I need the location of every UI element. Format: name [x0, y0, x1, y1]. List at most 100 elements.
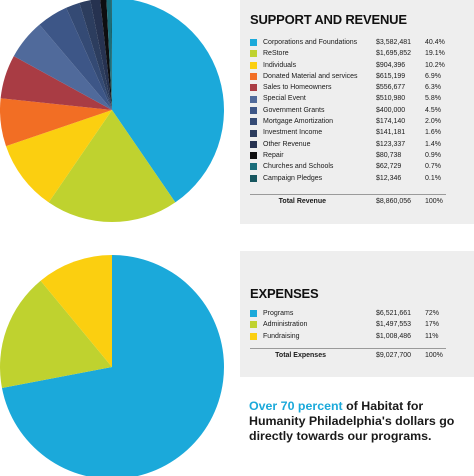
revenue-legend-percent: 19.1% [425, 50, 445, 58]
revenue-legend-amount: $141,181 [376, 129, 406, 137]
revenue-legend-label: Special Event [263, 95, 306, 103]
revenue-total-label: Total Revenue [278, 198, 326, 205]
revenue-legend-label: Sales to Homeowners [263, 84, 332, 92]
expenses-legend-row: Fundraising $1,008,486 11% [250, 331, 446, 342]
revenue-legend-percent: 2.0% [425, 118, 441, 126]
revenue-legend-amount: $904,396 [376, 61, 406, 69]
revenue-legend-percent: 10.2% [425, 61, 445, 69]
revenue-slice-10 [90, 0, 112, 110]
expenses-total-amount: $9,027,700 [376, 352, 412, 359]
revenue-slice-9 [79, 0, 112, 110]
revenue-legend-percent: 6.3% [425, 84, 441, 92]
revenue-legend-row: Investment Income $141,181 1.6% [250, 127, 446, 138]
expenses-panel [240, 251, 474, 377]
expenses-legend-percent: 72% [425, 310, 440, 317]
expenses-pie-chart [0, 255, 224, 476]
revenue-legend-label: Repair [263, 151, 284, 159]
callout-text: of Habitat for Humanity Philadelphia's d… [249, 399, 455, 443]
expenses-legend-percent: 17% [425, 321, 440, 329]
revenue-legend-label: Other Revenue [263, 140, 311, 148]
revenue-legend-swatch [250, 118, 257, 126]
revenue-total-percent: 100% [425, 198, 443, 205]
callout-highlight: Over 70 percent [249, 399, 343, 413]
revenue-legend-row: Individuals $904,396 10.2% [250, 60, 446, 71]
expenses-legend-amount: $1,008,486 [376, 332, 412, 340]
revenue-legend-percent: 4.5% [425, 106, 441, 114]
revenue-legend-label: Mortgage Amortization [263, 118, 334, 126]
revenue-legend-amount: $615,199 [376, 72, 406, 80]
revenue-slice-2 [48, 110, 176, 223]
revenue-legend-amount: $510,980 [376, 95, 406, 103]
expenses-legend-row: Administration $1,497,553 17% [250, 319, 446, 330]
revenue-total-divider [250, 194, 446, 195]
expenses-legend-swatch [250, 310, 257, 318]
revenue-pie-chart [0, 0, 224, 223]
revenue-slice-1 [112, 0, 224, 203]
revenue-legend-swatch [250, 50, 257, 58]
revenue-legend-percent: 1.4% [425, 140, 441, 148]
revenue-legend-row: Campaign Pledges $12,346 0.1% [250, 173, 446, 184]
revenue-legend-row: Churches and Schools $62,729 0.7% [250, 161, 446, 172]
revenue-legend-amount: $174,140 [376, 118, 406, 126]
revenue-legend-label: Individuals [263, 61, 297, 69]
expenses-slice-2 [0, 280, 112, 388]
expenses-legend-swatch [250, 332, 257, 340]
revenue-slice-11 [100, 0, 112, 110]
expenses-total-divider [250, 348, 446, 349]
revenue-legend-label: Churches and Schools [263, 163, 334, 171]
revenue-slice-8 [66, 2, 112, 111]
revenue-legend-swatch [250, 129, 257, 137]
revenue-slice-3 [5, 110, 113, 203]
revenue-legend-row: Other Revenue $123,337 1.4% [250, 139, 446, 150]
revenue-legend-amount: $80,738 [376, 151, 402, 159]
revenue-legend-swatch [250, 106, 257, 114]
revenue-legend-percent: 40.4% [425, 39, 445, 46]
revenue-legend-label: Investment Income [263, 129, 323, 137]
revenue-legend-label: Campaign Pledges [263, 174, 323, 182]
expenses-legend-row: Programs $6,521,661 72% [250, 308, 446, 319]
expenses-slice-3 [40, 255, 112, 367]
revenue-panel [240, 0, 474, 224]
revenue-legend-percent: 1.6% [425, 129, 441, 137]
revenue-total-row: Total Revenue $8,860,056 100% [250, 196, 446, 207]
revenue-legend-swatch [250, 73, 257, 81]
revenue-legend-row: Mortgage Amortization $174,140 2.0% [250, 116, 446, 127]
revenue-legend-row: Repair $80,738 0.9% [250, 150, 446, 161]
expenses-legend-percent: 11% [425, 332, 439, 340]
revenue-legend-swatch [250, 39, 257, 47]
revenue-legend-percent: 0.7% [425, 163, 441, 171]
revenue-legend-amount: $556,677 [376, 84, 406, 92]
expenses-total-label: Total Expenses [275, 352, 326, 359]
revenue-slice-4 [0, 98, 113, 147]
expenses-slice-1 [1, 255, 224, 476]
revenue-legend-amount: $1,695,852 [376, 50, 412, 58]
revenue-legend-swatch [250, 163, 257, 171]
revenue-legend-amount: $400,000 [376, 106, 406, 114]
revenue-heading: SUPPORT AND REVENUE [250, 12, 407, 27]
expenses-legend-label: Administration [263, 321, 308, 329]
revenue-legend-amount: $62,729 [376, 163, 402, 171]
programs-callout: Over 70 percent of Habitat for Humanity … [249, 399, 471, 443]
revenue-legend-row: Government Grants $400,000 4.5% [250, 105, 446, 116]
revenue-legend-row: ReStore $1,695,852 19.1% [250, 48, 446, 59]
revenue-legend-percent: 0.1% [425, 174, 441, 182]
revenue-legend-amount: $123,337 [376, 140, 406, 148]
revenue-legend-swatch [250, 152, 257, 160]
expenses-total-row: Total Expenses $9,027,700 100% [250, 350, 446, 361]
revenue-total-amount: $8,860,056 [376, 198, 412, 205]
expenses-legend-amount: $6,521,661 [376, 310, 412, 317]
expenses-legend-label: Fundraising [263, 332, 300, 340]
expenses-legend: Programs $6,521,661 72% Administration $1,49… [250, 308, 446, 342]
expenses-heading: EXPENSES [250, 286, 319, 301]
revenue-legend-amount: $12,346 [376, 174, 402, 182]
revenue-slice-6 [13, 24, 112, 110]
expenses-legend-swatch [250, 321, 257, 329]
revenue-legend-swatch [250, 61, 257, 69]
revenue-legend-swatch [250, 84, 257, 92]
revenue-legend-label: Corporations and Foundations [263, 39, 358, 46]
revenue-legend-row: Sales to Homeowners $556,677 6.3% [250, 82, 446, 93]
revenue-legend-row: Special Event $510,980 5.8% [250, 93, 446, 104]
revenue-legend-percent: 5.8% [425, 95, 441, 103]
revenue-legend-amount: $3,582,481 [376, 39, 412, 46]
expenses-legend-amount: $1,497,553 [376, 321, 412, 329]
